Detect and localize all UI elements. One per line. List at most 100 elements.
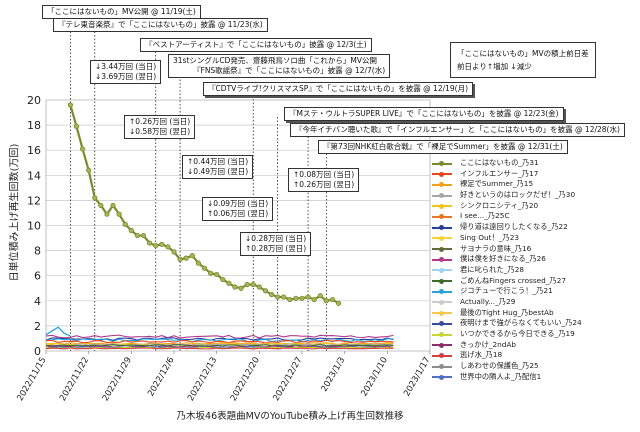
main-series-point <box>335 300 342 306</box>
main-series-point <box>293 295 299 301</box>
legend-item: 裸足でSummer_乃15 <box>430 179 636 190</box>
main-series-point <box>317 293 323 299</box>
legend-item: Actually..._乃29 <box>430 297 636 308</box>
legend-label: きっかけ_2ndAb <box>460 339 517 349</box>
x-tick-label: 2022/12/13 <box>186 356 219 403</box>
legend-item: サヨナラの意味_乃16 <box>430 244 636 255</box>
legend-item: I see..._乃25C <box>430 211 636 222</box>
main-series-point <box>207 270 214 276</box>
diff-1-same-day: ↓3.44万回 (当日) <box>95 62 157 71</box>
main-series-point <box>232 284 238 290</box>
y-tick-label: 10 <box>27 220 41 233</box>
legend-item: ここにはないもの_乃31 <box>430 158 636 169</box>
legend-label: 好きというのはロックだぜ！_乃30 <box>460 190 576 200</box>
x-axis-title: 乃木坂46表題曲MVのYouTube積み上げ再生回数推移 <box>176 411 404 422</box>
legend-swatch-marker <box>439 374 444 380</box>
legend-label: 夜明けまで強がらなくてもいい_乃24 <box>460 318 582 328</box>
legend-swatch-marker <box>439 299 444 305</box>
legend-swatch-marker <box>439 235 444 241</box>
x-tick-label: 2022/12/27 <box>271 356 304 403</box>
legend-swatch-marker <box>439 182 444 188</box>
main-series-point <box>226 280 232 286</box>
legend-label: 僕は僕を好きになる_乃26 <box>460 254 546 264</box>
main-series-point <box>134 232 141 239</box>
legend-label: しあわせの保護色_乃25 <box>460 361 539 371</box>
legend-label: ここにはないもの_乃31 <box>460 158 539 167</box>
annotation-tele-ongakusai: 『テレ東音楽祭』で「ここにはないもの」披露 @ 11/23(水) <box>53 18 268 32</box>
legend-label: 帰り道は遠回りしたくなる_乃22 <box>460 222 568 232</box>
legend-swatch-marker <box>439 332 444 337</box>
legend-label: 君に叱られた_乃28 <box>460 264 525 274</box>
main-series-point <box>299 295 305 301</box>
legend-swatch-marker <box>439 203 444 209</box>
main-series-point <box>79 146 86 152</box>
legend-swatch-marker <box>439 310 444 316</box>
y-tick-label: 16 <box>27 144 41 157</box>
legend-swatch-marker <box>439 193 444 199</box>
main-series-point <box>177 256 183 262</box>
main-series-point <box>116 211 122 217</box>
diff-5-same-day: ↓0.28万回 (当日) <box>245 234 307 243</box>
main-series-point <box>171 249 177 255</box>
main-series-point <box>92 195 98 201</box>
main-series-point <box>214 271 220 278</box>
annotation-best-artist: 『ベストアーティスト』で「ここにはないもの」披露 @ 12/3(土) <box>140 38 372 52</box>
legend: ここにはないもの_乃31 インフルエンサー_乃17 裸足でSummer_乃15 好きと… <box>430 158 636 382</box>
diff-6-same-day: ↑0.08万回 (当日) <box>293 170 355 179</box>
legend-label: ごめんねFingers crossed_乃27 <box>460 275 567 285</box>
legend-item: 帰り道は遠回りしたくなる_乃22 <box>430 222 636 233</box>
legend-swatch-marker <box>439 289 444 295</box>
annotation-single-release: 31stシングルCD発売、齋藤飛鳥ソロ曲「これから」MV公開 『FNS歌謡祭』で… <box>168 54 391 78</box>
legend-swatch-marker <box>439 267 444 273</box>
x-tick-label: 2023/1/3 <box>320 356 348 394</box>
main-series-point <box>311 296 317 303</box>
legend-swatch-marker <box>439 257 444 263</box>
legend-item: 君に叱られた_乃28 <box>430 265 636 276</box>
diff-callout-3: ↑0.44万回 (当日) ↓0.49万回 (翌日) <box>182 155 254 179</box>
diff-2-next-day: ↓0.58万回 (翌日) <box>129 127 191 136</box>
y-axis-title: 日単位積み上げ再生回数(万回) <box>9 143 21 282</box>
main-series-point <box>73 123 80 129</box>
legend-swatch-marker <box>439 342 444 348</box>
minor-series-line <box>45 344 394 347</box>
main-series-point <box>104 211 110 217</box>
diff-3-same-day: ↑0.44万回 (当日) <box>187 157 249 166</box>
diff-callout-1: ↓3.44万回 (当日) ↓3.69万回 (翌日) <box>90 60 162 84</box>
legend-label: シンクロニシティ_乃20 <box>460 200 539 210</box>
minor-series-line <box>45 343 394 347</box>
note-line2: 前日より↑増加 ↓減少 <box>457 62 532 71</box>
main-series-point <box>86 167 92 173</box>
legend-item: Sing Out！_乃23 <box>430 233 636 244</box>
legend-swatch-marker <box>439 278 444 284</box>
x-tick-label: 2022/12/20 <box>229 356 262 403</box>
y-tick-label: 0 <box>34 345 41 358</box>
y-tick-label: 2 <box>34 320 41 333</box>
main-series-point <box>110 202 116 209</box>
legend-item: 逃げ水_乃18 <box>430 350 636 361</box>
main-series-point <box>281 294 287 300</box>
y-tick-label: 4 <box>34 295 41 308</box>
main-series-point <box>287 296 293 303</box>
legend-label: いつかできるから今日できる_乃19 <box>460 329 575 338</box>
y-tick-label: 18 <box>27 119 41 132</box>
legend-item: 僕は僕を好きになる_乃26 <box>430 254 636 265</box>
legend-item: シンクロニシティ_乃20 <box>430 201 636 212</box>
legend-label: Actually..._乃29 <box>460 296 516 306</box>
legend-item: インフルエンサー_乃17 <box>430 169 636 180</box>
x-tick-label: 2022/11/22 <box>58 356 91 403</box>
diff-callout-6: ↑0.08万回 (当日) ↑0.26万回 (翌日) <box>288 168 360 192</box>
diff-4-next-day: ↑0.06万回 (翌日) <box>207 209 269 218</box>
legend-item: 最後のTight Hug_乃bestAb <box>430 308 636 319</box>
annotation-single-line2: 『FNS歌謡祭』で「ここにはないもの」披露 @ 12/7(水) <box>193 66 386 75</box>
minor-series-line <box>45 347 394 350</box>
main-series-point <box>275 294 281 300</box>
diff-4-same-day: ↓0.09万回 (当日) <box>207 199 269 208</box>
legend-swatch-marker <box>439 364 444 370</box>
main-series-point <box>256 284 262 290</box>
main-series-point <box>98 202 104 209</box>
diff-2-same-day: ↑0.26万回 (当日) <box>129 117 191 126</box>
y-tick-label: 8 <box>34 245 41 258</box>
diff-callout-2: ↑0.26万回 (当日) ↓0.58万回 (翌日) <box>124 115 196 139</box>
legend-label: I see..._乃25C <box>460 211 510 221</box>
